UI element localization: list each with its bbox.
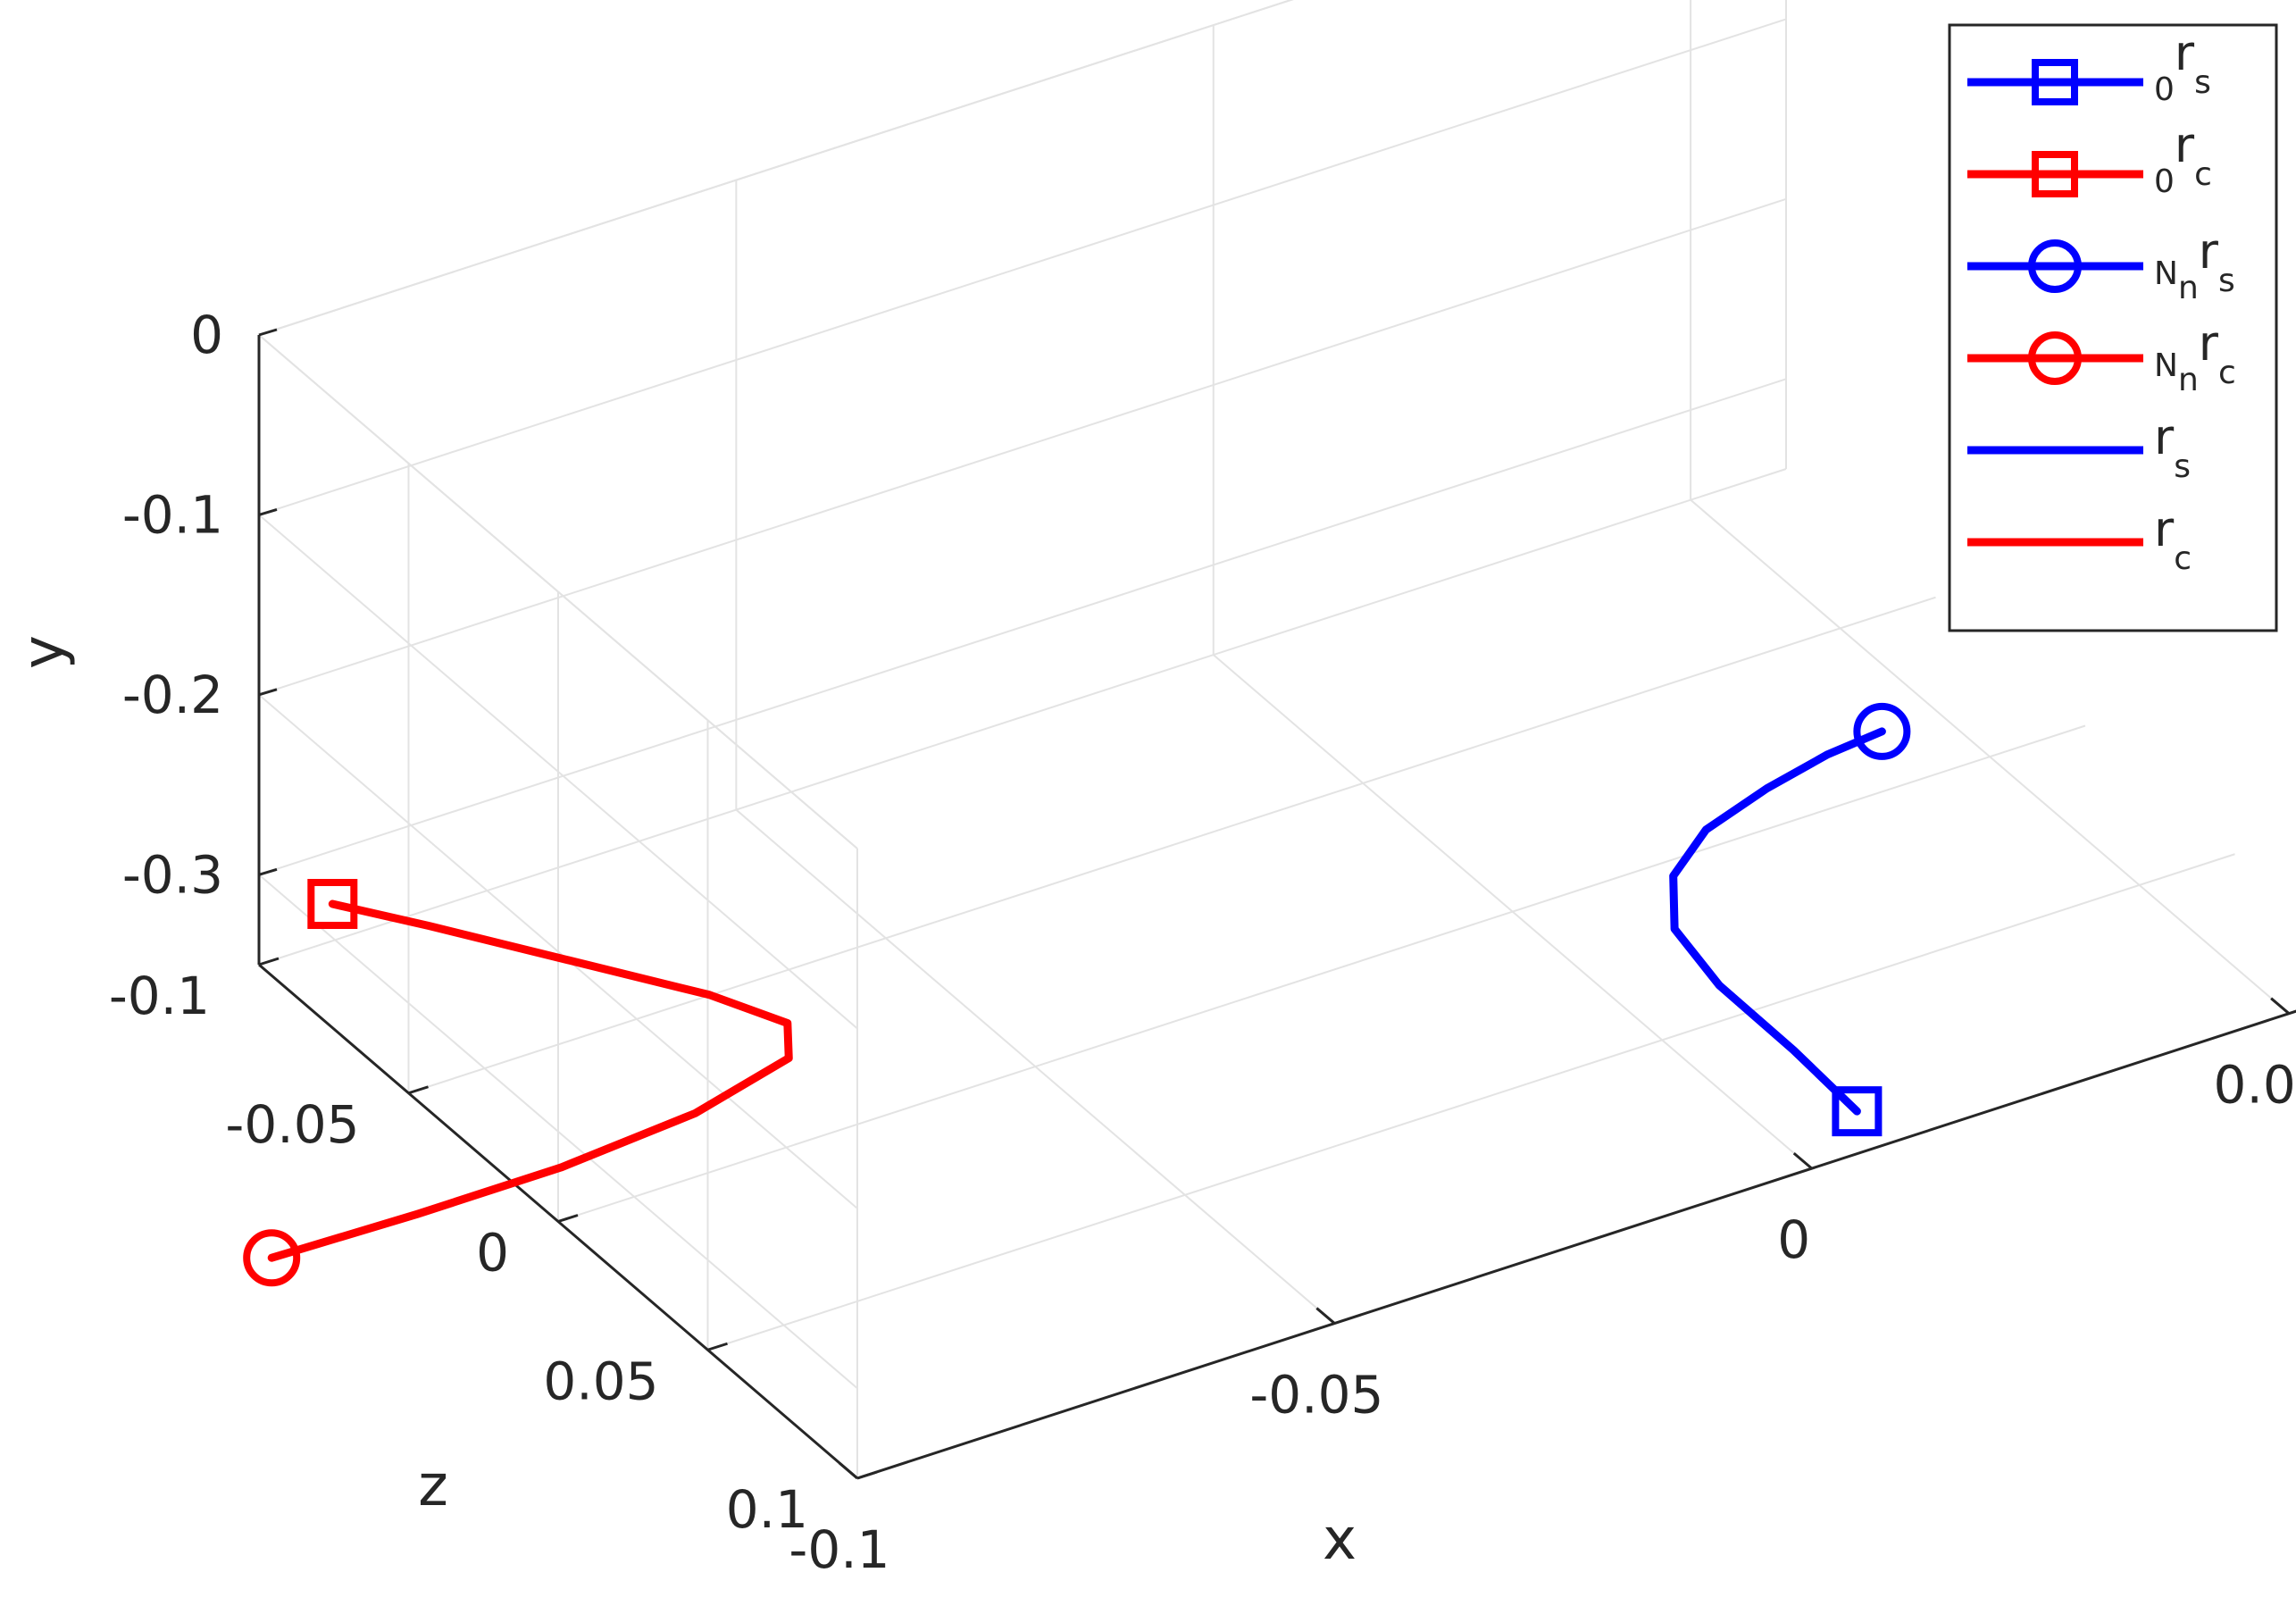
- x-axis-label: x: [1323, 1507, 1357, 1573]
- grid-line-y-back: [258, 0, 1294, 336]
- x-tick-label: 0: [1777, 1209, 1810, 1270]
- legend-label: rs: [2154, 409, 2191, 485]
- series-line-rc: [267, 899, 793, 1262]
- series-lines: [243, 702, 1911, 1287]
- z-tick-label: -0.1: [109, 966, 210, 1026]
- tick-labels: 0-0.1-0.2-0.3-0.1-0.0500.050.1-0.1-0.050…: [109, 305, 2296, 1580]
- z-tick-mark: [856, 1470, 878, 1480]
- y-tick-label: -0.1: [122, 484, 223, 545]
- start-marker-rc: [307, 879, 358, 930]
- end-marker-rc: [243, 1229, 301, 1287]
- legend-circle-marker: [2028, 331, 2082, 385]
- grid-line-y-back: [258, 18, 1787, 516]
- series-line-rs: [1669, 727, 1886, 1116]
- legend-label: Nnrs: [2154, 223, 2235, 306]
- x-tick-label: 0.05: [2214, 1055, 2296, 1116]
- z-tick-label: 0.1: [726, 1479, 808, 1540]
- x-tick-mark: [1315, 1307, 1336, 1325]
- legend-square-marker: [2032, 151, 2078, 197]
- legend-label: rc: [2154, 501, 2192, 577]
- y-tick-mark: [258, 328, 278, 337]
- z-tick-mark: [557, 1214, 579, 1223]
- legend-item: 0rs: [1967, 25, 2211, 108]
- y-tick-label: -0.3: [122, 844, 223, 905]
- z-axis-label: z: [418, 1453, 448, 1519]
- z-tick-mark: [707, 1342, 728, 1351]
- y-tick-mark: [258, 867, 278, 876]
- grid-lines: [258, 0, 2296, 1479]
- x-tick-label: -0.1: [789, 1519, 889, 1580]
- box-edge-top-left: [258, 334, 858, 849]
- legend-item: Nnrc: [1967, 315, 2236, 398]
- z-tick-mark: [258, 957, 280, 966]
- legend-item: rc: [1967, 501, 2192, 577]
- legend-item: 0rc: [1967, 117, 2212, 200]
- grid-line-y-back: [258, 378, 1787, 876]
- y-tick-label: 0: [190, 305, 223, 365]
- y-tick-mark: [258, 507, 278, 516]
- y-tick-mark: [258, 688, 278, 697]
- legend-circle-marker: [2028, 239, 2082, 293]
- legend-label: 0rs: [2154, 25, 2211, 108]
- legend: 0rs 0rc Nnrs Nnrc rs rc: [1948, 23, 2278, 632]
- grid-line-z-floor: [408, 596, 1936, 1094]
- legend-item: rs: [1967, 409, 2191, 485]
- z-tick-label: -0.05: [225, 1094, 359, 1155]
- legend-label: 0rc: [2154, 117, 2212, 200]
- legend-label: Nnrc: [2154, 315, 2236, 398]
- y-tick-label: -0.2: [122, 665, 223, 725]
- grid-line-z-floor: [258, 468, 1787, 966]
- grid-line-z-floor: [707, 853, 2235, 1351]
- end-marker-rs: [1853, 702, 1911, 760]
- tick-marks: [258, 328, 2291, 1480]
- x-tick-mark: [1792, 1151, 1813, 1170]
- x-tick-mark: [2270, 997, 2291, 1015]
- x-tick-label: -0.05: [1249, 1365, 1383, 1426]
- legend-box: [1948, 23, 2278, 632]
- grid-line-y-back: [258, 197, 1787, 696]
- legend-square-marker: [2032, 59, 2078, 105]
- z-tick-label: 0: [476, 1223, 509, 1284]
- y-axis-label: y: [11, 635, 77, 669]
- x-tick-mark: [839, 1461, 858, 1480]
- x-axis-line: [856, 1009, 2296, 1480]
- z-tick-label: 0.05: [543, 1351, 658, 1411]
- legend-item: Nnrs: [1967, 223, 2235, 306]
- z-tick-mark: [408, 1085, 429, 1095]
- start-marker-rs: [1832, 1086, 1883, 1137]
- box-edge-top-back: [258, 0, 1294, 336]
- grid-line-z-floor: [557, 724, 2086, 1223]
